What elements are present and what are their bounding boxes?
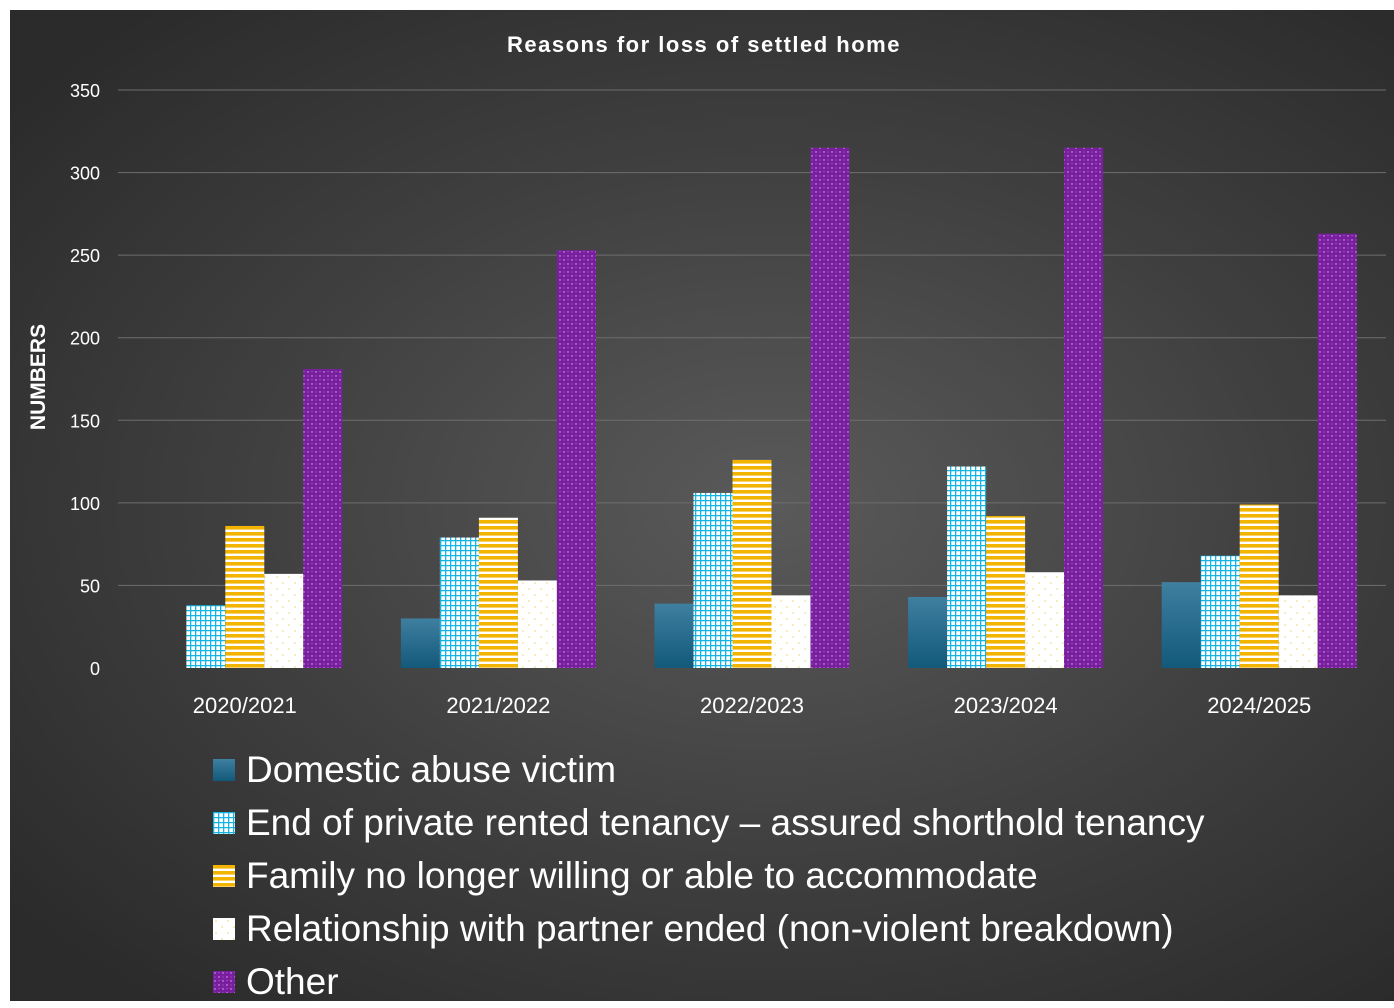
legend-label: Other bbox=[246, 960, 339, 1002]
x-tick-label: 2022/2023 bbox=[700, 693, 804, 718]
bar-stripes bbox=[478, 517, 518, 668]
legend-label: Domestic abuse victim bbox=[246, 748, 617, 790]
legend-label: Family no longer willing or able to acco… bbox=[246, 854, 1038, 896]
y-tick-label: 200 bbox=[70, 329, 100, 349]
bar-dots bbox=[1278, 595, 1318, 668]
x-tick-label: 2020/2021 bbox=[193, 693, 297, 718]
bar-grid bbox=[947, 466, 987, 668]
bar-dots bbox=[1025, 572, 1065, 668]
bar-speckle bbox=[556, 250, 596, 668]
y-tick-label: 350 bbox=[70, 81, 100, 101]
bar-stripes bbox=[986, 516, 1026, 668]
bar-stripes bbox=[732, 459, 772, 668]
legend-label: Relationship with partner ended (non-vio… bbox=[246, 907, 1174, 949]
bar-dots bbox=[517, 580, 557, 668]
legend-item: Family no longer willing or able to acco… bbox=[213, 849, 1205, 902]
legend-item: Domestic abuse victim bbox=[213, 743, 1205, 796]
y-tick-label: 250 bbox=[70, 246, 100, 266]
x-tick-label: 2021/2022 bbox=[446, 693, 550, 718]
bar-stripes bbox=[1239, 504, 1279, 668]
bar-grid bbox=[1200, 555, 1240, 668]
y-tick-label: 0 bbox=[90, 659, 100, 679]
bar-stripes bbox=[225, 525, 265, 668]
legend-swatch bbox=[213, 970, 235, 993]
bar-dots bbox=[264, 573, 304, 668]
bar-solid bbox=[654, 603, 694, 668]
bar-solid bbox=[1161, 582, 1201, 668]
legend-swatch bbox=[213, 864, 235, 887]
legend-swatch bbox=[213, 811, 235, 834]
bar-chart: Reasons for loss of settled home NUMBERS 0… bbox=[27, 32, 1386, 718]
legend-item: Relationship with partner ended (non-vio… bbox=[213, 902, 1205, 955]
legend-swatch bbox=[213, 758, 235, 781]
chart-legend: Domestic abuse victim End of private rent… bbox=[213, 743, 1205, 1008]
legend-label: End of private rented tenancy – assured … bbox=[246, 801, 1205, 843]
bar-dots bbox=[771, 595, 811, 668]
bar-solid bbox=[400, 618, 440, 668]
chart-area: Reasons for loss of settled home NUMBERS 0… bbox=[10, 10, 1394, 1002]
bar-speckle bbox=[1064, 147, 1104, 669]
bar-speckle bbox=[303, 369, 343, 668]
legend-item: Other bbox=[213, 955, 1205, 1008]
y-tick-label: 100 bbox=[70, 494, 100, 514]
legend-swatch bbox=[213, 917, 235, 940]
x-tick-label: 2024/2025 bbox=[1207, 693, 1311, 718]
chart-title: Reasons for loss of settled home bbox=[507, 32, 901, 57]
bar-speckle bbox=[810, 147, 850, 669]
bar-grid bbox=[186, 605, 226, 668]
bar-grid bbox=[693, 492, 733, 668]
y-axis-label: NUMBERS bbox=[27, 324, 50, 430]
bar-solid bbox=[908, 596, 948, 668]
x-tick-label: 2023/2024 bbox=[954, 693, 1058, 718]
bar-speckle bbox=[1317, 233, 1357, 668]
y-tick-label: 150 bbox=[70, 411, 100, 431]
y-tick-label: 50 bbox=[80, 576, 100, 596]
bar-grid bbox=[439, 537, 479, 668]
legend-item: End of private rented tenancy – assured … bbox=[213, 796, 1205, 849]
y-tick-label: 300 bbox=[70, 164, 100, 184]
